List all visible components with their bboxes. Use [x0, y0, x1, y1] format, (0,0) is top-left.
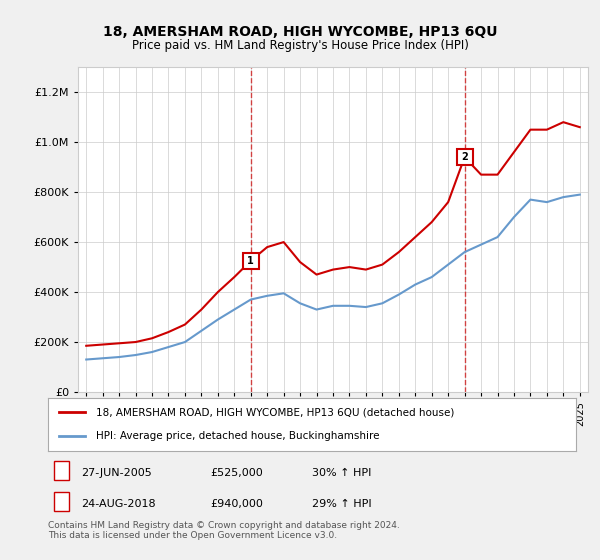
- Text: 18, AMERSHAM ROAD, HIGH WYCOMBE, HP13 6QU (detached house): 18, AMERSHAM ROAD, HIGH WYCOMBE, HP13 6Q…: [95, 408, 454, 418]
- Text: 2: 2: [58, 497, 65, 506]
- Text: £525,000: £525,000: [210, 468, 263, 478]
- Text: Contains HM Land Registry data © Crown copyright and database right 2024.
This d: Contains HM Land Registry data © Crown c…: [48, 521, 400, 540]
- Text: 1: 1: [58, 466, 65, 475]
- Text: £940,000: £940,000: [210, 499, 263, 509]
- Text: 29% ↑ HPI: 29% ↑ HPI: [312, 499, 371, 509]
- Text: 2: 2: [461, 152, 468, 162]
- Text: 18, AMERSHAM ROAD, HIGH WYCOMBE, HP13 6QU: 18, AMERSHAM ROAD, HIGH WYCOMBE, HP13 6Q…: [103, 25, 497, 39]
- Text: 24-AUG-2018: 24-AUG-2018: [81, 499, 155, 509]
- Text: 30% ↑ HPI: 30% ↑ HPI: [312, 468, 371, 478]
- Text: 27-JUN-2005: 27-JUN-2005: [81, 468, 152, 478]
- Text: 1: 1: [247, 256, 254, 266]
- Text: HPI: Average price, detached house, Buckinghamshire: HPI: Average price, detached house, Buck…: [95, 431, 379, 441]
- Text: Price paid vs. HM Land Registry's House Price Index (HPI): Price paid vs. HM Land Registry's House …: [131, 39, 469, 52]
